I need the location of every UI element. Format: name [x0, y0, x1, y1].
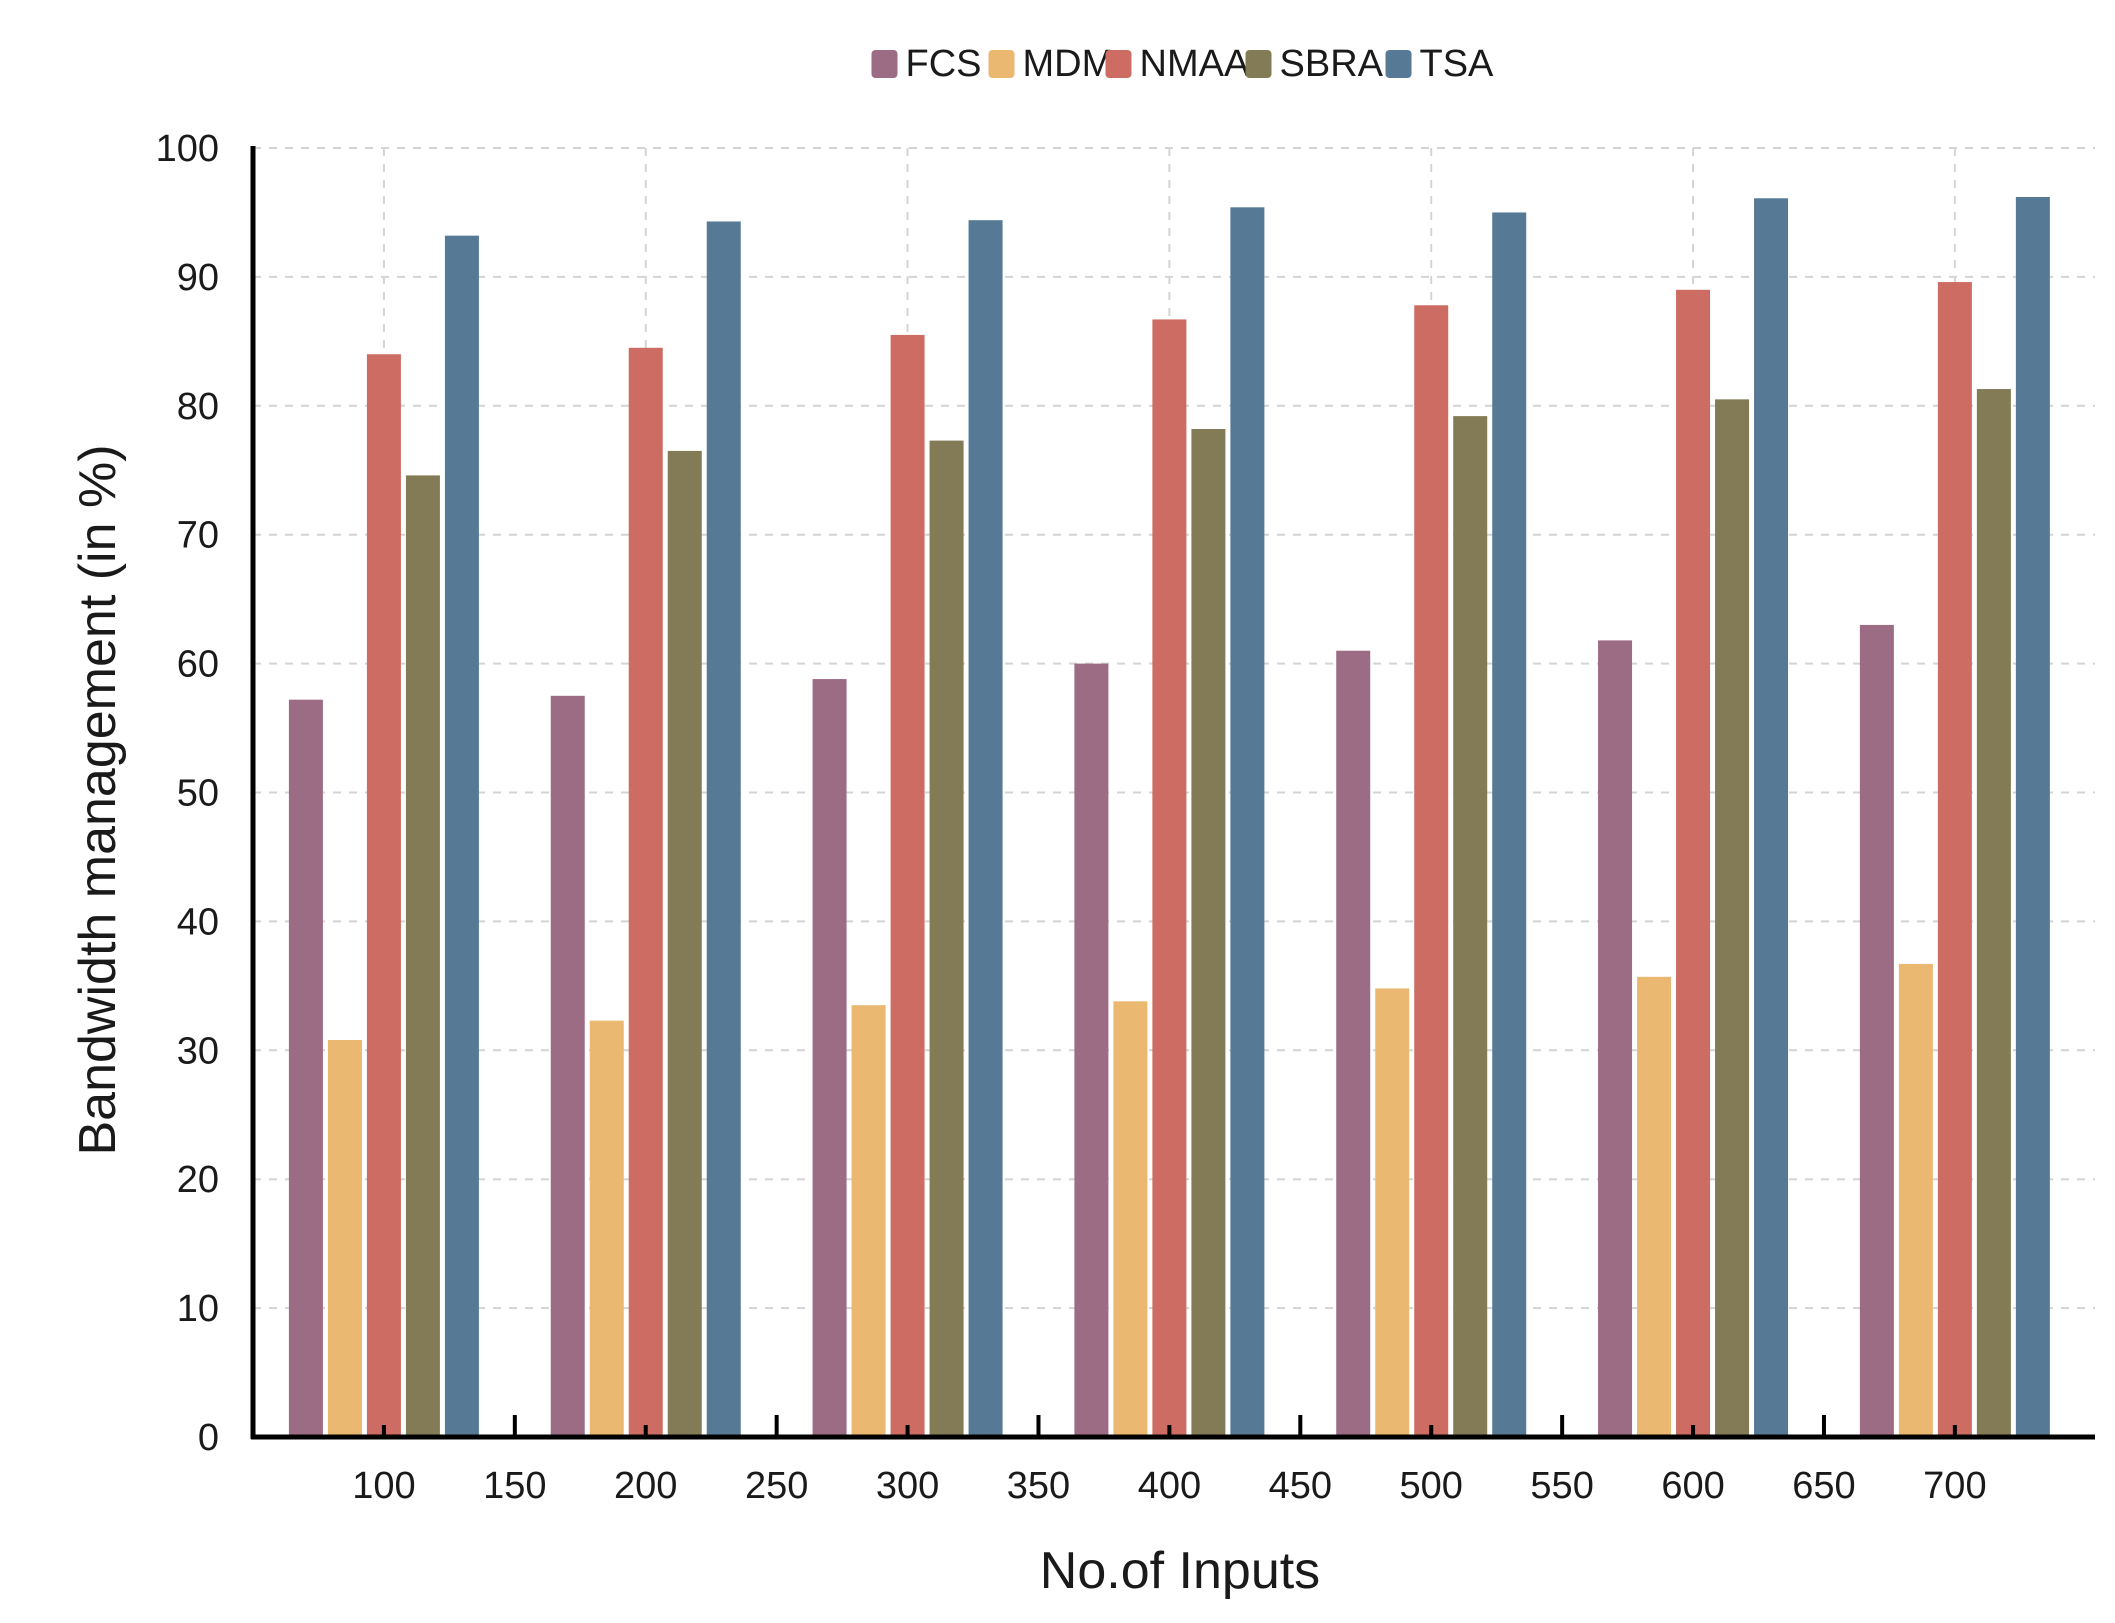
y-tick-label: 80	[177, 386, 219, 428]
bar-tsa-500	[1492, 212, 1527, 1438]
bar-mdm-700	[1898, 963, 1933, 1437]
y-axis-ticks: 0 10 20 30 40 50 60 70 80 90 100	[156, 128, 219, 1459]
bar-fcs-300	[812, 679, 847, 1437]
legend-label-nmaa: NMAA	[1140, 43, 1250, 85]
y-tick-label: 50	[177, 773, 219, 815]
x-axis-ticks: 100 150 200 250 300 350 400 450 500 550 600 650 700	[352, 1415, 1987, 1507]
bar-tsa-300	[968, 220, 1003, 1438]
y-tick-label: 10	[177, 1288, 219, 1330]
x-tick-label: 100	[352, 1465, 415, 1507]
bar-fcs-700	[1859, 624, 1894, 1437]
bar-tsa-200	[706, 221, 741, 1437]
bar-fcs-100	[288, 699, 323, 1437]
legend: FCS MDM NMAA SBRA TSA	[871, 43, 1495, 85]
bar-mdm-500	[1375, 988, 1410, 1437]
x-tick-label: 450	[1269, 1465, 1332, 1507]
bar-mdm-100	[327, 1039, 362, 1437]
legend-swatch-mdm	[988, 50, 1015, 78]
x-tick-label: 550	[1530, 1465, 1593, 1507]
bar-sbra-300	[929, 440, 964, 1437]
x-tick-label: 400	[1138, 1465, 1201, 1507]
x-tick-label: 300	[876, 1465, 939, 1507]
bar-mdm-400	[1113, 1001, 1148, 1437]
y-tick-label: 90	[177, 257, 219, 299]
legend-label-tsa: TSA	[1420, 43, 1495, 85]
legend-label-fcs: FCS	[906, 43, 982, 85]
legend-swatch-tsa	[1385, 50, 1412, 78]
legend-label-sbra: SBRA	[1280, 43, 1384, 85]
bars	[288, 196, 2050, 1438]
bar-nmaa-400	[1152, 319, 1187, 1437]
y-tick-label: 40	[177, 901, 219, 943]
x-tick-label: 650	[1792, 1465, 1855, 1507]
y-tick-label: 30	[177, 1030, 219, 1072]
axes	[250, 146, 2095, 1440]
y-axis-title: Bandwidth management (in %)	[69, 444, 127, 1155]
bar-nmaa-700	[1937, 282, 1972, 1437]
x-tick-label: 350	[1007, 1465, 1070, 1507]
x-tick-label: 200	[614, 1465, 677, 1507]
bar-sbra-100	[405, 475, 440, 1437]
bar-nmaa-200	[628, 347, 663, 1437]
bar-tsa-600	[1754, 198, 1789, 1437]
legend-label-mdm: MDM	[1023, 43, 1114, 85]
bar-nmaa-100	[366, 354, 401, 1437]
y-tick-label: 70	[177, 515, 219, 557]
bar-sbra-600	[1715, 399, 1750, 1438]
y-tick-label: 20	[177, 1159, 219, 1201]
x-tick-label: 700	[1923, 1465, 1986, 1507]
bar-fcs-200	[550, 695, 585, 1437]
legend-swatch-sbra	[1245, 50, 1272, 78]
bar-sbra-400	[1191, 429, 1226, 1437]
bar-nmaa-600	[1676, 289, 1711, 1437]
y-tick-label: 0	[198, 1417, 219, 1459]
bar-mdm-600	[1637, 976, 1672, 1437]
bar-mdm-300	[851, 1005, 886, 1437]
x-tick-label: 250	[745, 1465, 808, 1507]
bar-nmaa-500	[1414, 305, 1449, 1437]
bar-sbra-200	[667, 450, 702, 1437]
y-tick-label: 100	[156, 128, 219, 170]
x-tick-label: 150	[483, 1465, 546, 1507]
bar-fcs-600	[1598, 640, 1633, 1437]
bar-sbra-500	[1453, 416, 1488, 1437]
x-tick-label: 500	[1400, 1465, 1463, 1507]
x-tick-label: 600	[1661, 1465, 1724, 1507]
bar-fcs-500	[1336, 650, 1371, 1437]
bar-sbra-700	[1976, 389, 2011, 1438]
bar-nmaa-300	[890, 334, 925, 1437]
bar-tsa-400	[1230, 207, 1265, 1438]
legend-swatch-fcs	[871, 50, 898, 78]
bar-tsa-100	[444, 235, 479, 1438]
bar-fcs-400	[1074, 663, 1109, 1437]
x-axis-title: No.of Inputs	[1040, 1542, 1320, 1600]
bar-mdm-200	[589, 1020, 624, 1437]
bar-tsa-700	[2015, 196, 2050, 1438]
y-tick-label: 60	[177, 644, 219, 686]
legend-swatch-nmaa	[1105, 50, 1132, 78]
